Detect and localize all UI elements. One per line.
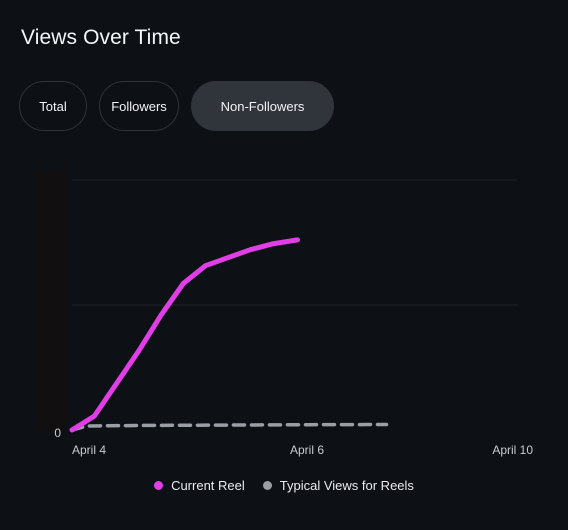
page-title: Views Over Time: [21, 26, 181, 49]
x-tick-label: April 6: [290, 443, 324, 457]
current-reel-dot-icon: [154, 481, 164, 490]
current-reel-line: [69, 237, 300, 433]
tab-total[interactable]: Total: [19, 81, 87, 131]
typical-views-dot-icon: [262, 481, 272, 490]
legend-item-typical-views[interactable]: Typical Views for Reels: [262, 478, 414, 493]
chart-series: [69, 237, 389, 433]
x-tick-label: April 4: [72, 443, 106, 457]
audience-tabs: Total Followers Non-Followers: [19, 81, 334, 131]
grid-lines: [36, 170, 517, 430]
chart-legend: Current Reel Typical Views for Reels: [0, 478, 568, 493]
chart-axes: 0 April 4 April 6 April 10: [54, 426, 533, 457]
legend-item-current-reel[interactable]: Current Reel: [154, 478, 245, 493]
x-tick-label: April 10: [492, 443, 533, 457]
tab-non-followers[interactable]: Non-Followers: [191, 81, 334, 131]
legend-label-current-reel: Current Reel: [171, 478, 245, 493]
tab-followers[interactable]: Followers: [99, 81, 179, 131]
y-tick-label: 0: [54, 426, 61, 440]
y-axis-band: [36, 170, 68, 430]
legend-label-typical-views: Typical Views for Reels: [279, 478, 414, 493]
typical-views-line: [70, 422, 389, 432]
